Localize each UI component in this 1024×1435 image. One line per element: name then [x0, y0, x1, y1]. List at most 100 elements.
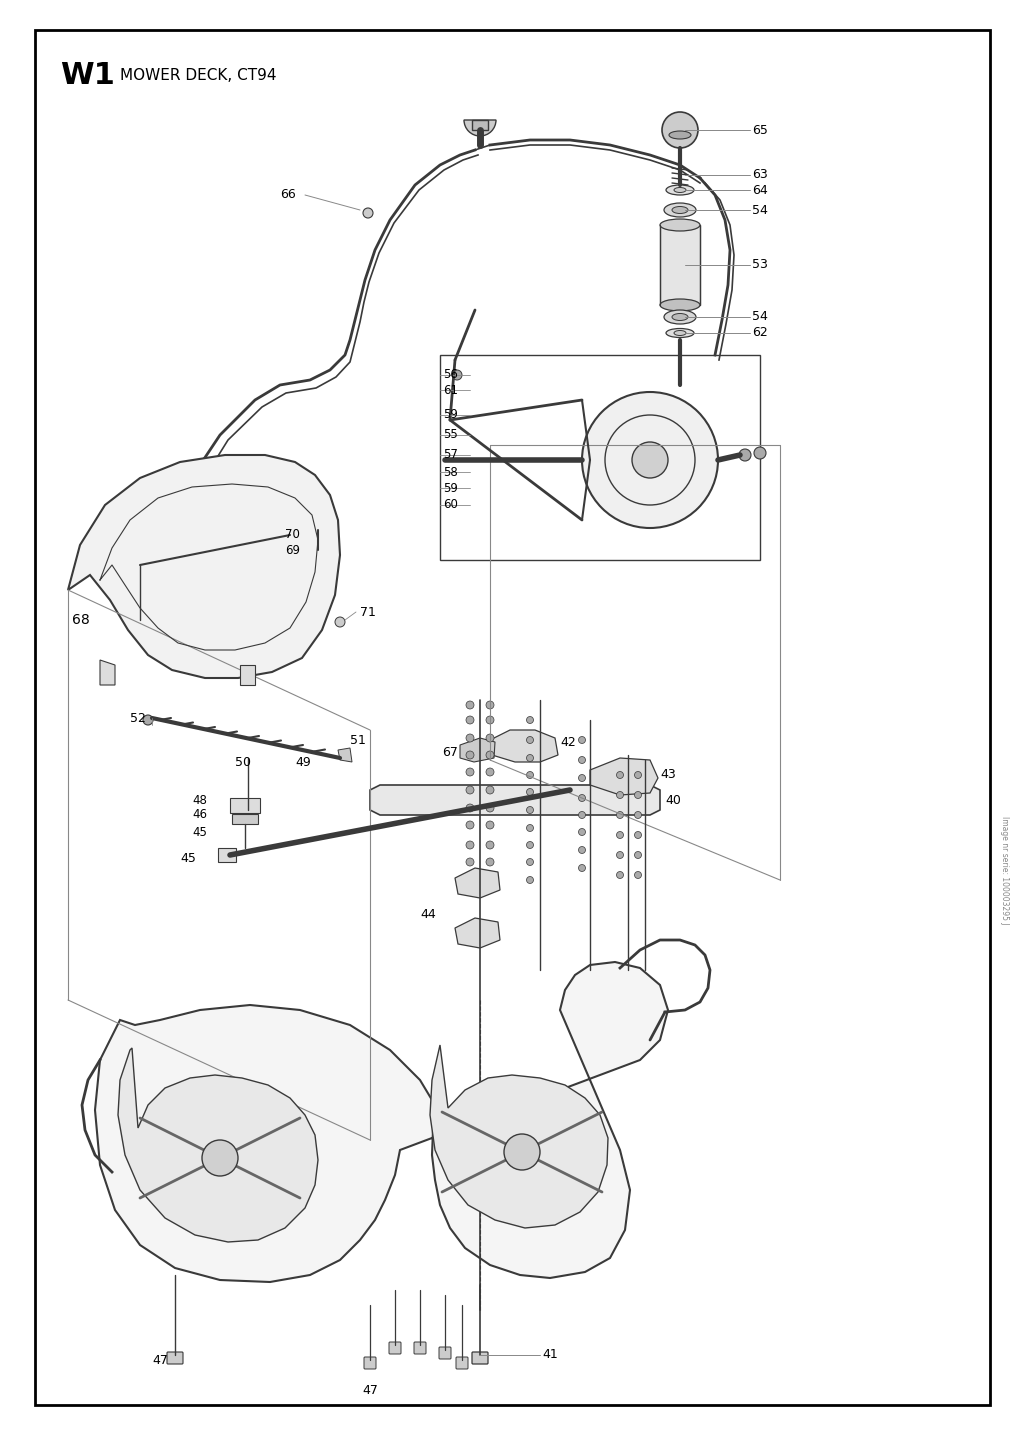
- Text: 40: 40: [665, 794, 681, 806]
- Text: 59: 59: [443, 409, 458, 422]
- Circle shape: [526, 841, 534, 848]
- Polygon shape: [460, 738, 495, 762]
- Circle shape: [466, 702, 474, 709]
- Text: 51: 51: [350, 733, 366, 746]
- Polygon shape: [68, 455, 340, 677]
- Text: 61: 61: [443, 383, 458, 396]
- Polygon shape: [430, 1045, 608, 1228]
- Polygon shape: [240, 664, 255, 684]
- Circle shape: [526, 825, 534, 831]
- Circle shape: [486, 858, 494, 865]
- Text: Image nr serie: 100003295 J: Image nr serie: 100003295 J: [1000, 815, 1010, 924]
- Circle shape: [466, 841, 474, 850]
- Circle shape: [526, 858, 534, 865]
- Circle shape: [202, 1139, 238, 1177]
- Text: 69: 69: [285, 544, 300, 557]
- Ellipse shape: [664, 310, 696, 324]
- Circle shape: [335, 617, 345, 627]
- Circle shape: [526, 716, 534, 723]
- Polygon shape: [100, 660, 115, 684]
- Text: 47: 47: [152, 1353, 168, 1366]
- Bar: [232, 814, 258, 824]
- Circle shape: [616, 812, 624, 818]
- Circle shape: [466, 733, 474, 742]
- FancyBboxPatch shape: [389, 1342, 401, 1355]
- Ellipse shape: [674, 188, 686, 192]
- Circle shape: [466, 821, 474, 829]
- Polygon shape: [455, 918, 500, 949]
- FancyBboxPatch shape: [167, 1352, 183, 1365]
- Circle shape: [526, 736, 534, 743]
- Text: 60: 60: [443, 498, 458, 511]
- Bar: [218, 848, 236, 862]
- Ellipse shape: [660, 220, 700, 231]
- Text: 50: 50: [234, 755, 251, 769]
- Circle shape: [526, 772, 534, 779]
- Ellipse shape: [666, 185, 694, 195]
- Circle shape: [486, 702, 494, 709]
- Text: 45: 45: [180, 851, 196, 864]
- Circle shape: [466, 751, 474, 759]
- Circle shape: [579, 847, 586, 854]
- Text: 67: 67: [442, 746, 458, 759]
- Circle shape: [526, 788, 534, 795]
- Text: 45: 45: [193, 825, 207, 838]
- Circle shape: [362, 208, 373, 218]
- Circle shape: [635, 831, 641, 838]
- Circle shape: [579, 864, 586, 871]
- Text: 65: 65: [752, 123, 768, 136]
- Circle shape: [486, 751, 494, 759]
- Wedge shape: [464, 121, 496, 136]
- Text: MOWER DECK, CT94: MOWER DECK, CT94: [120, 67, 276, 82]
- Circle shape: [466, 768, 474, 776]
- Circle shape: [466, 786, 474, 794]
- Circle shape: [616, 792, 624, 798]
- Polygon shape: [95, 961, 668, 1281]
- Text: 55: 55: [443, 429, 458, 442]
- Circle shape: [579, 736, 586, 743]
- Text: 47: 47: [362, 1383, 378, 1396]
- Circle shape: [635, 772, 641, 779]
- Circle shape: [579, 775, 586, 782]
- Circle shape: [486, 768, 494, 776]
- Circle shape: [466, 716, 474, 725]
- Text: 66: 66: [280, 188, 296, 201]
- Polygon shape: [590, 758, 658, 795]
- Circle shape: [504, 1134, 540, 1170]
- Circle shape: [739, 449, 751, 461]
- Circle shape: [579, 756, 586, 763]
- Polygon shape: [118, 1048, 318, 1243]
- FancyBboxPatch shape: [414, 1342, 426, 1355]
- Circle shape: [143, 715, 153, 725]
- Ellipse shape: [674, 330, 686, 336]
- FancyBboxPatch shape: [439, 1347, 451, 1359]
- Text: 64: 64: [752, 184, 768, 197]
- Text: 48: 48: [193, 794, 207, 806]
- Circle shape: [616, 831, 624, 838]
- Bar: [440, 354, 760, 560]
- Polygon shape: [490, 730, 558, 762]
- Text: 59: 59: [443, 482, 458, 495]
- Bar: [472, 121, 488, 131]
- Text: 62: 62: [752, 327, 768, 340]
- Circle shape: [579, 812, 586, 818]
- Text: 71: 71: [360, 606, 376, 618]
- Circle shape: [632, 442, 668, 478]
- Ellipse shape: [664, 202, 696, 217]
- Text: 56: 56: [443, 369, 458, 382]
- Ellipse shape: [672, 207, 688, 214]
- Text: 52: 52: [130, 712, 145, 725]
- Circle shape: [635, 851, 641, 858]
- Circle shape: [662, 112, 698, 148]
- FancyBboxPatch shape: [364, 1358, 376, 1369]
- Circle shape: [616, 851, 624, 858]
- FancyBboxPatch shape: [472, 1352, 488, 1365]
- Circle shape: [486, 733, 494, 742]
- Text: 54: 54: [752, 310, 768, 323]
- Circle shape: [635, 812, 641, 818]
- Circle shape: [635, 871, 641, 878]
- Circle shape: [486, 821, 494, 829]
- Text: 54: 54: [752, 204, 768, 217]
- Circle shape: [452, 370, 462, 380]
- Text: 70: 70: [285, 528, 300, 541]
